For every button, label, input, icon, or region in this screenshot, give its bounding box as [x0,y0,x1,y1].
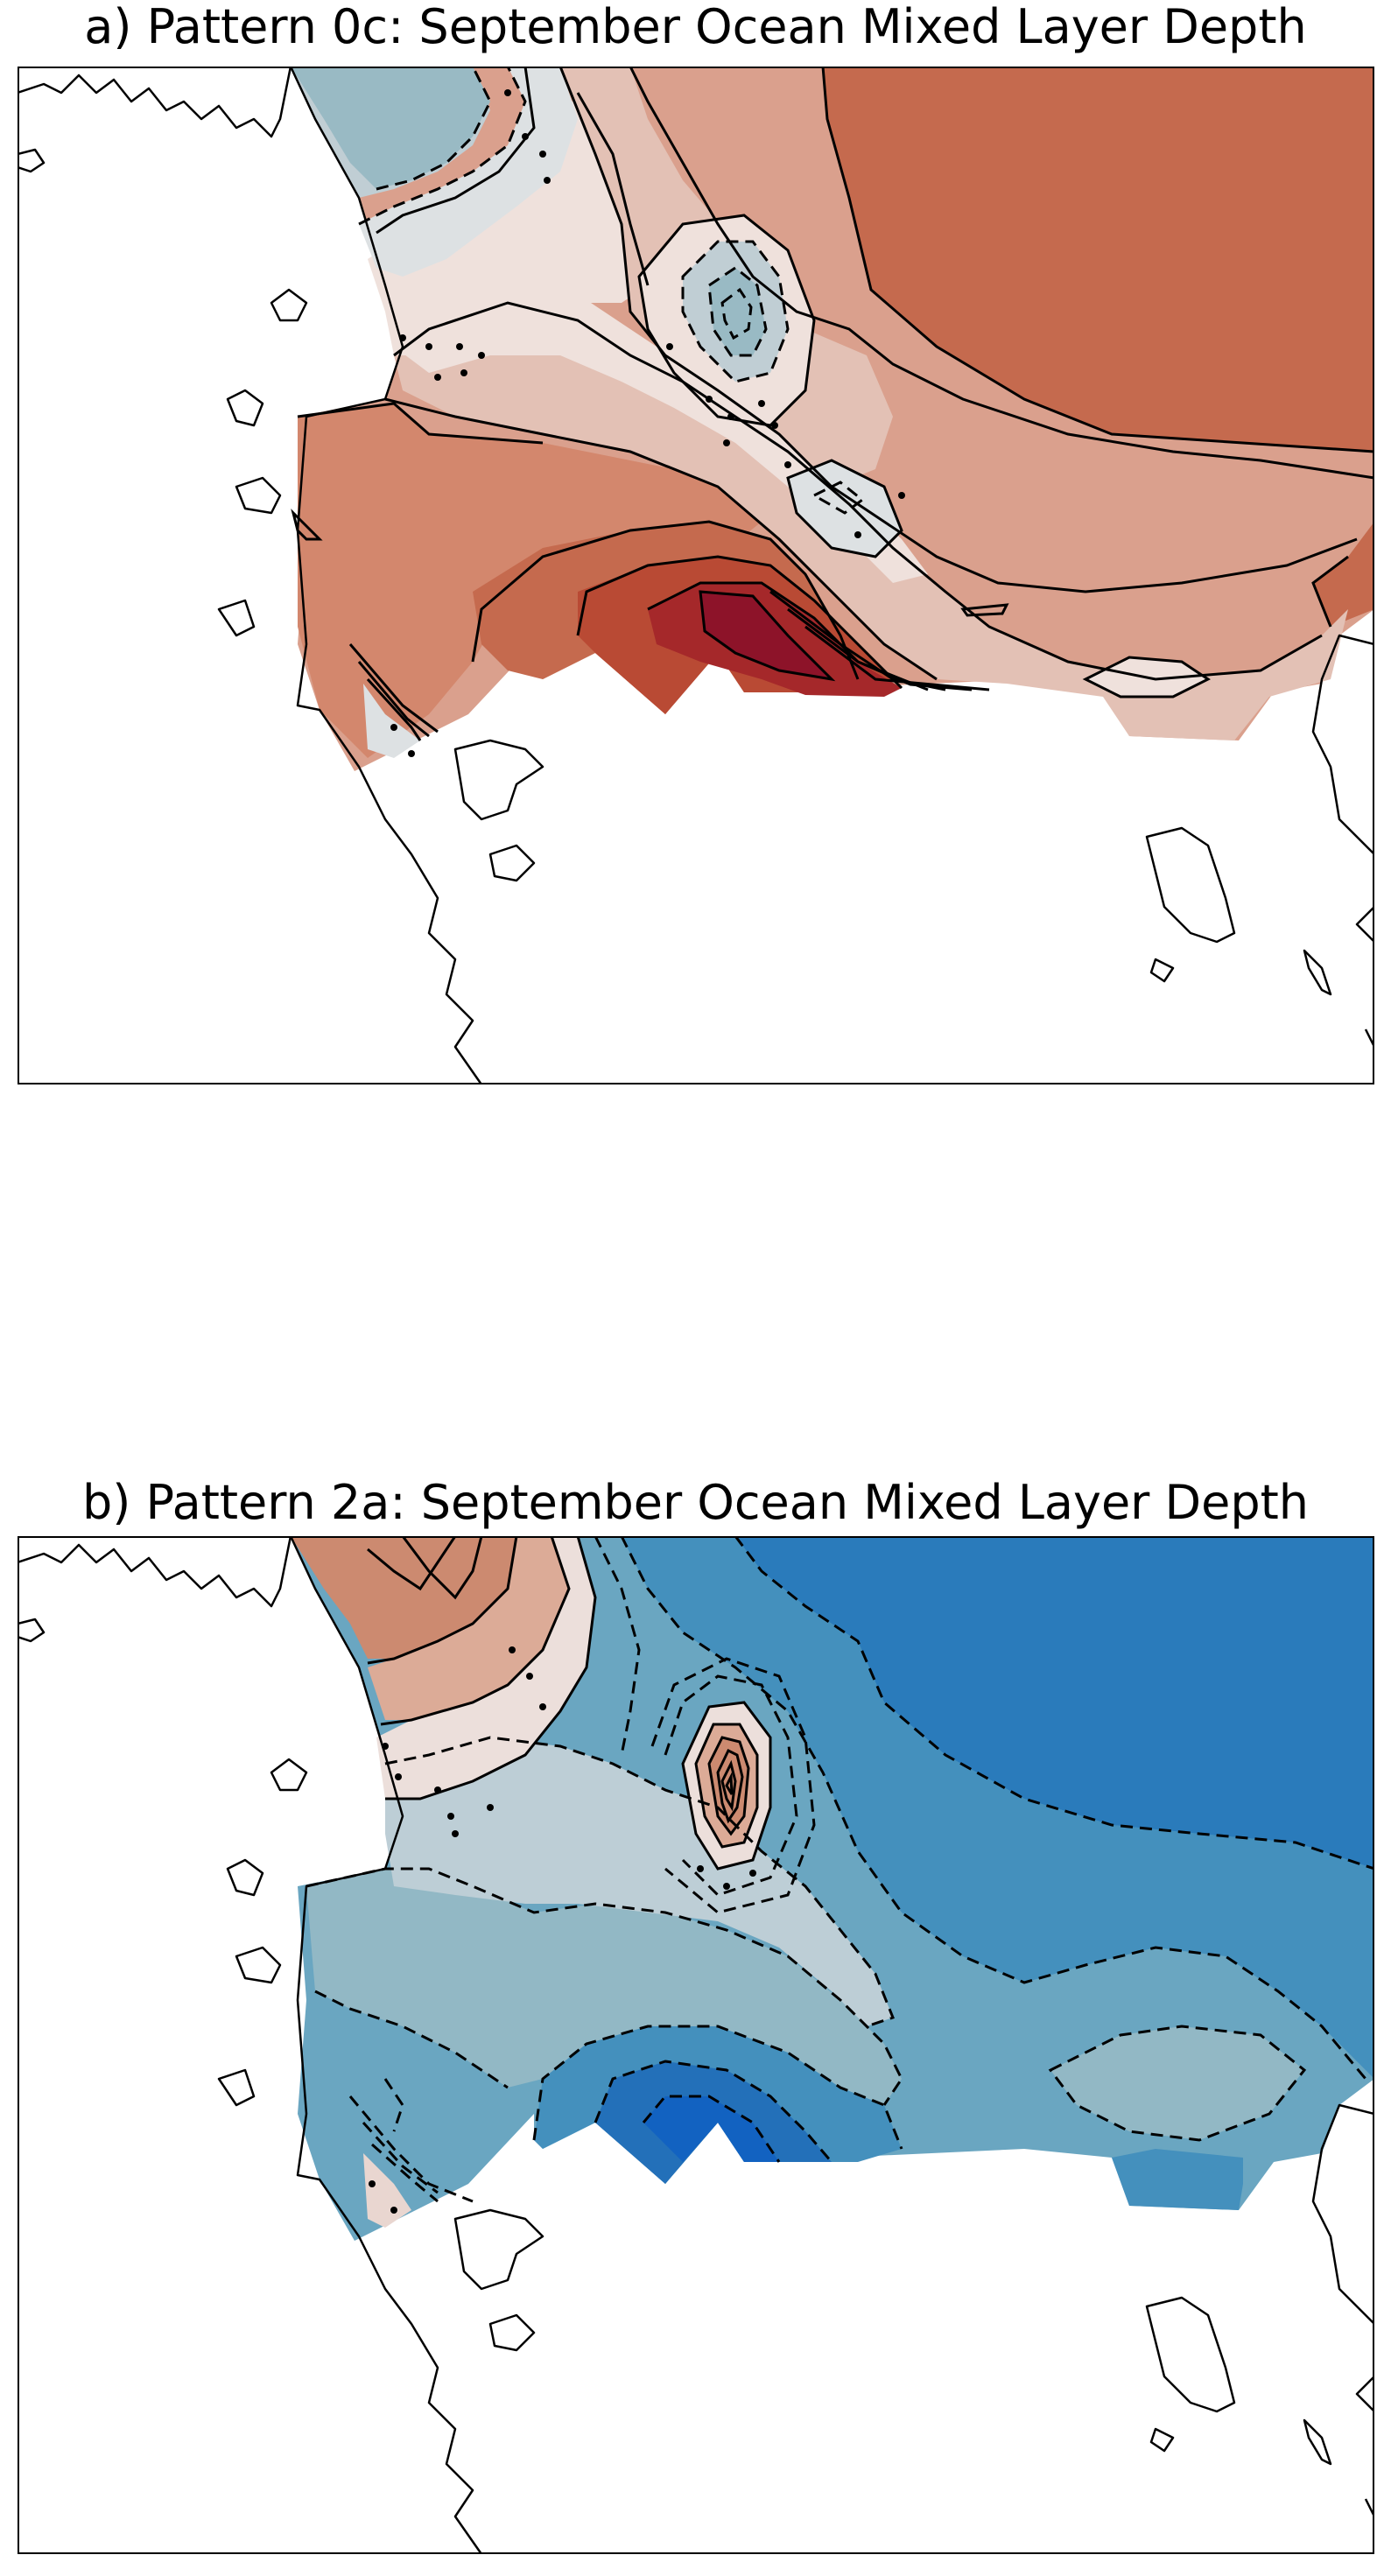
field-southwest-sliver [363,684,420,758]
field-ridge-2 [630,67,871,329]
field-northwest-1 [368,93,648,355]
field-east [735,1536,1374,1869]
field-ridge-1 [306,1869,902,2105]
contour-lines [367,1536,772,1871]
panel-b-frame [18,1536,1374,2554]
field-warm-arm-3 [291,1536,516,1659]
field-ridge-2 [385,1737,893,2026]
significance-dots [369,1646,756,2214]
field-northwest-4 [291,67,490,189]
contour-lines-negative [358,67,865,515]
field-core-max [700,592,832,679]
panel-a-frame [18,67,1374,1084]
field-east [823,67,1374,452]
panel-a-map-svg [18,67,1374,1084]
field-northwest-2 [359,67,578,277]
field-cold-core [643,2096,779,2162]
field-east-ring [622,1536,1374,2079]
field-band-1 [394,303,1348,741]
coastline [18,67,1374,1084]
panel-b-title: b) Pattern 2a: September Ocean Mixed Lay… [81,1475,1310,1530]
significance-dots [390,89,905,757]
field-sw-warm [363,2153,411,2228]
panel-a-title: a) Pattern 0c: September Ocean Mixed Lay… [84,0,1307,54]
field-east-pocket [1112,2149,1243,2210]
field-cold-cell-3 [709,268,766,355]
contour-lines-negative [306,1536,1374,2203]
panel-a-map [18,67,1374,1084]
panel-b-map [18,1536,1374,2554]
contour-lines [291,67,1374,741]
field-east-lens [1050,2026,1304,2140]
panel-b-map-svg [18,1536,1374,2554]
field-se-rim [1313,522,1374,627]
coastline [18,1536,1374,2554]
field-warm-arm-1 [376,1536,595,1799]
